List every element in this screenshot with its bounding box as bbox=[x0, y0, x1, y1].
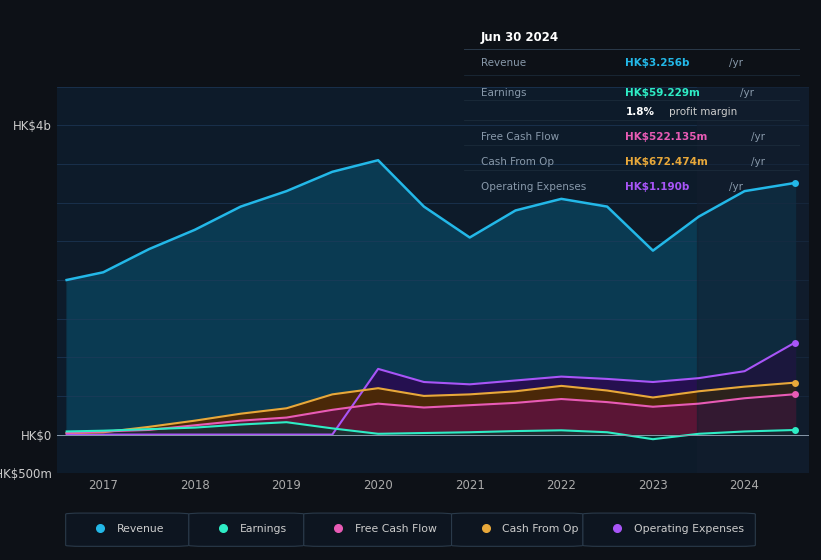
Text: Revenue: Revenue bbox=[481, 58, 525, 68]
Text: profit margin: profit margin bbox=[669, 107, 737, 117]
Text: Free Cash Flow: Free Cash Flow bbox=[355, 524, 437, 534]
Text: Operating Expenses: Operating Expenses bbox=[481, 181, 586, 192]
Text: 1.8%: 1.8% bbox=[626, 107, 654, 117]
Text: /yr: /yr bbox=[729, 58, 743, 68]
Text: Cash From Op: Cash From Op bbox=[502, 524, 579, 534]
Bar bbox=[697, 87, 809, 473]
Text: HK$3.256b: HK$3.256b bbox=[626, 58, 690, 68]
Text: Earnings: Earnings bbox=[240, 524, 287, 534]
Text: HK$1.190b: HK$1.190b bbox=[626, 181, 690, 192]
Text: HK$672.474m: HK$672.474m bbox=[626, 157, 709, 167]
Text: Revenue: Revenue bbox=[117, 524, 164, 534]
Text: /yr: /yr bbox=[740, 88, 754, 99]
FancyBboxPatch shape bbox=[304, 513, 452, 547]
Text: Cash From Op: Cash From Op bbox=[481, 157, 553, 167]
Text: Operating Expenses: Operating Expenses bbox=[634, 524, 744, 534]
Text: /yr: /yr bbox=[729, 181, 743, 192]
Text: Earnings: Earnings bbox=[481, 88, 526, 99]
Text: /yr: /yr bbox=[750, 132, 764, 142]
FancyBboxPatch shape bbox=[583, 513, 755, 547]
Text: HK$59.229m: HK$59.229m bbox=[626, 88, 700, 99]
Text: Free Cash Flow: Free Cash Flow bbox=[481, 132, 559, 142]
FancyBboxPatch shape bbox=[66, 513, 189, 547]
FancyBboxPatch shape bbox=[189, 513, 304, 547]
Text: HK$522.135m: HK$522.135m bbox=[626, 132, 708, 142]
Text: Jun 30 2024: Jun 30 2024 bbox=[481, 31, 559, 44]
FancyBboxPatch shape bbox=[452, 513, 583, 547]
Text: /yr: /yr bbox=[750, 157, 764, 167]
